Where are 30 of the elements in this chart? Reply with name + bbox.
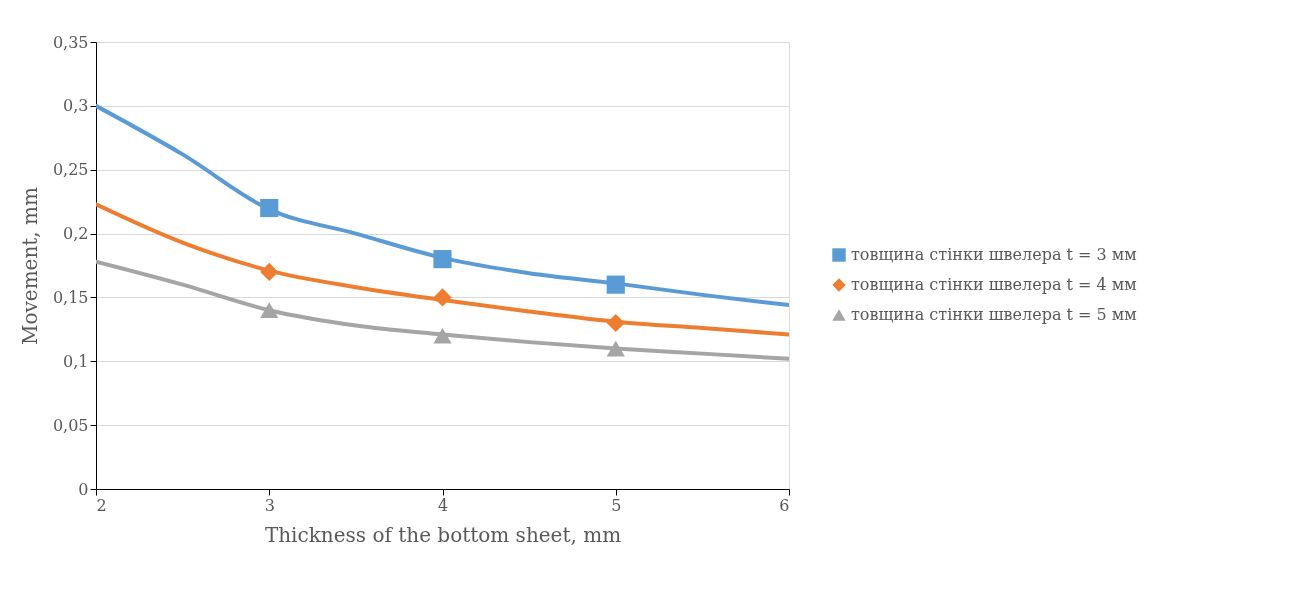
point <box>606 275 625 294</box>
legend-label: товщина стінки швелера t = 5 мм <box>851 305 1137 324</box>
point <box>606 313 625 333</box>
point <box>433 327 452 344</box>
line-series <box>96 259 789 361</box>
y-tick-label: 0,2 <box>63 224 89 244</box>
y-tick-label: 0,1 <box>63 351 89 371</box>
x-tick-label: 4 <box>437 495 449 515</box>
line-series <box>96 202 789 337</box>
x-tick-label: 6 <box>779 495 790 515</box>
line-series <box>96 103 789 308</box>
point <box>260 302 279 319</box>
y-tick-label: 0,25 <box>52 160 89 180</box>
y-tick-label: 0,15 <box>52 287 89 307</box>
x-tick-label: 3 <box>264 495 275 515</box>
legend-label: товщина стінки швелера t = 4 мм <box>851 275 1137 294</box>
y-tick-label: 0,3 <box>63 96 89 116</box>
point <box>433 288 452 307</box>
y-axis-title: Movement, mm <box>17 186 42 346</box>
point <box>433 250 452 269</box>
legend-label: товщина стінки швелера t = 3 мм <box>851 245 1137 264</box>
point <box>260 198 279 218</box>
x-axis-title: Thickness of the bottom sheet, mm <box>264 522 622 547</box>
y-tick-label: 0,35 <box>52 32 89 52</box>
x-tick-label: 5 <box>611 495 622 515</box>
point <box>606 340 625 357</box>
y-tick-label: 0,05 <box>52 415 89 435</box>
point <box>260 262 279 281</box>
x-tick-label: 2 <box>96 495 107 515</box>
y-tick-label: 0 <box>78 479 89 499</box>
